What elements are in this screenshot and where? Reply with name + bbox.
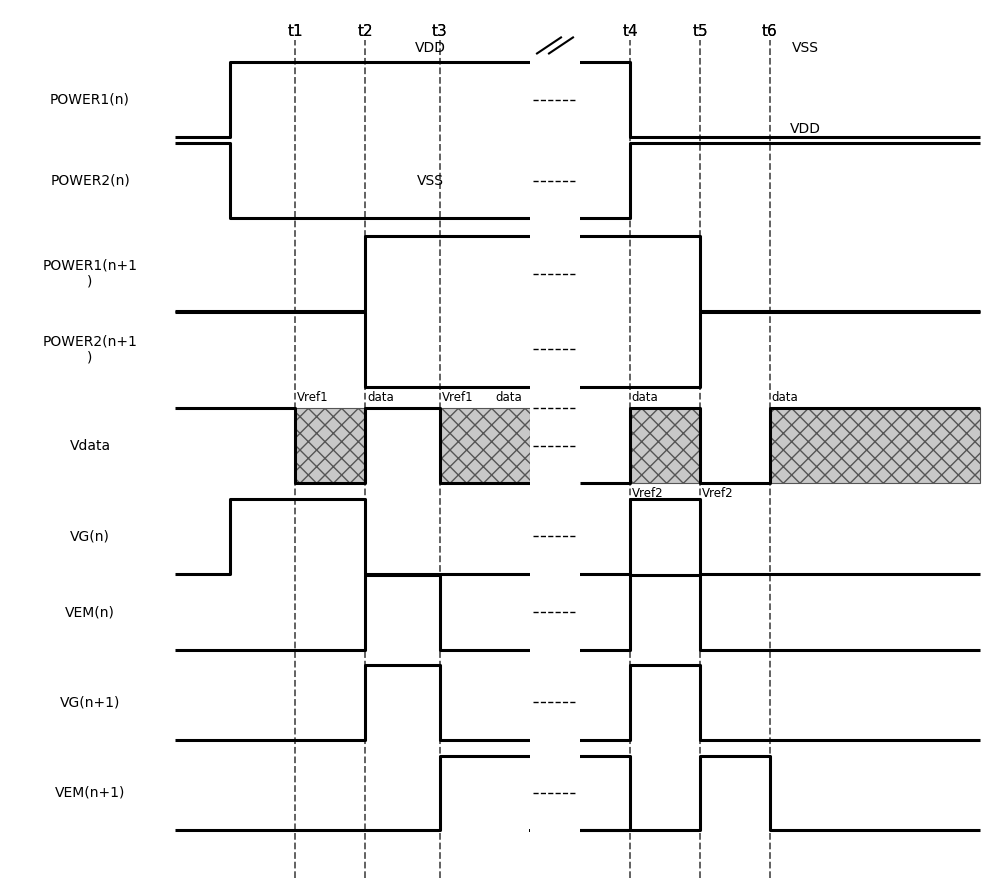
Text: t2: t2 [357,24,373,38]
Text: Vref1: Vref1 [442,390,474,404]
Text: data: data [771,390,798,404]
Text: POWER1(n): POWER1(n) [50,93,130,107]
Text: VDD: VDD [789,122,820,136]
Bar [440,408,530,483]
Text: t1: t1 [287,24,303,38]
Text: t4: t4 [622,24,638,38]
Text: t6: t6 [762,24,778,38]
Text: t5: t5 [692,24,708,38]
Text: data: data [495,390,522,404]
Text: Vref1: Vref1 [297,390,329,404]
Text: data: data [631,390,658,404]
Bar [770,408,980,483]
Bar [530,0,580,891]
Text: Vref2: Vref2 [702,487,734,501]
Text: POWER1(n+1
): POWER1(n+1 ) [42,258,138,289]
Text: t6: t6 [762,24,778,38]
Text: Vref2: Vref2 [632,487,664,501]
Text: t1: t1 [287,24,303,38]
Text: VEM(n): VEM(n) [65,605,115,619]
Text: VSS: VSS [416,174,444,188]
Text: POWER2(n): POWER2(n) [50,174,130,188]
Text: POWER2(n+1
): POWER2(n+1 ) [43,334,137,364]
Text: data: data [367,390,394,404]
Text: VG(n+1): VG(n+1) [60,695,120,709]
Bar [630,408,700,483]
Text: Vdata: Vdata [69,438,111,453]
Text: VDD: VDD [415,41,446,55]
Text: VSS: VSS [791,41,818,55]
Text: t2: t2 [357,24,373,38]
Text: t4: t4 [622,24,638,38]
Bar [295,408,365,483]
Text: t5: t5 [692,24,708,38]
Text: t3: t3 [432,24,448,38]
Text: VG(n): VG(n) [70,529,110,544]
Text: VEM(n+1): VEM(n+1) [55,786,125,800]
Text: t3: t3 [432,24,448,38]
